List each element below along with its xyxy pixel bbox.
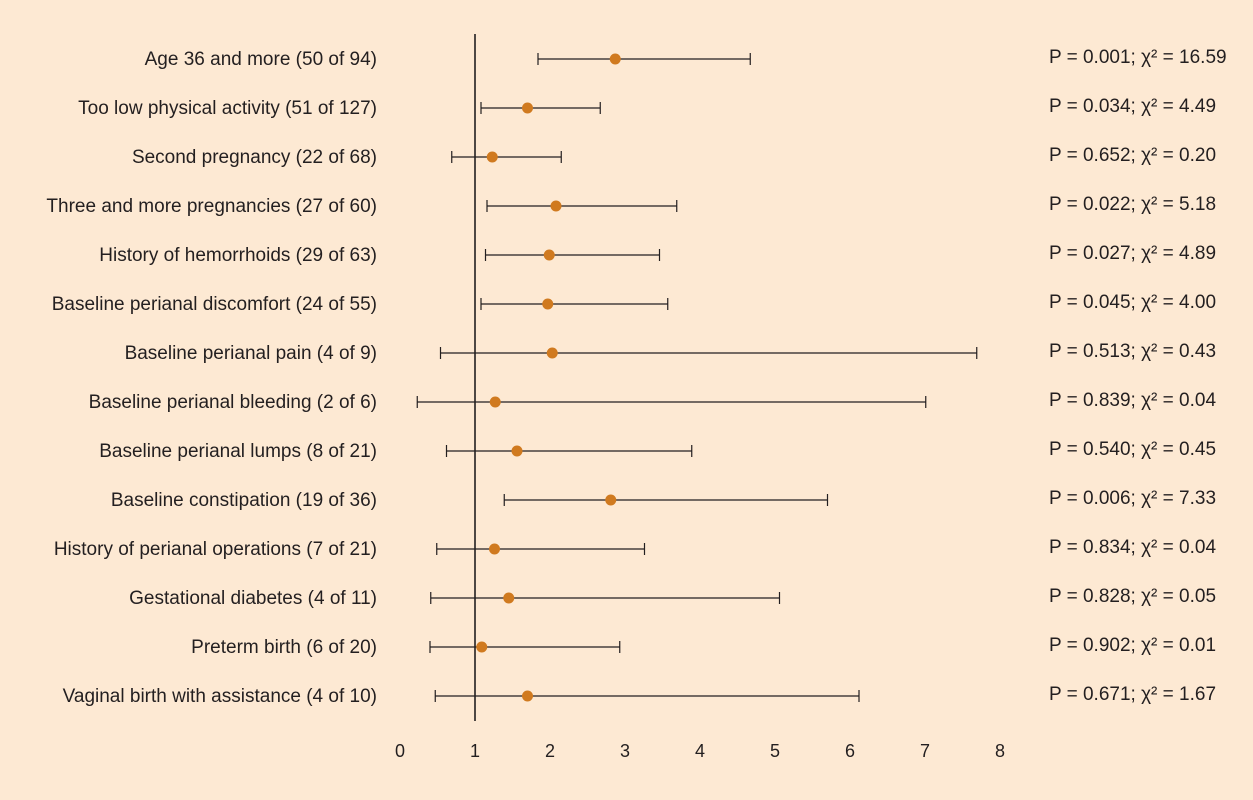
x-axis-ticks: 0 1 2 3 4 5 6 7 8 bbox=[395, 741, 1005, 761]
point-estimate bbox=[609, 53, 621, 65]
x-tick-label: 8 bbox=[995, 741, 1005, 761]
point-estimate bbox=[489, 543, 500, 555]
row-stats: P = 0.034; χ² = 4.49 bbox=[1049, 96, 1216, 117]
row-stats: P = 0.540; χ² = 0.45 bbox=[1049, 439, 1216, 460]
row-stats: P = 0.022; χ² = 5.18 bbox=[1049, 194, 1216, 215]
row-label: Baseline constipation (19 of 36) bbox=[111, 490, 377, 511]
row-stats: P = 0.652; χ² = 0.20 bbox=[1049, 145, 1216, 166]
forest-row: Second pregnancy (22 of 68) P = 0.652; χ²… bbox=[132, 145, 1216, 168]
row-label: History of hemorrhoids (29 of 63) bbox=[99, 245, 377, 266]
row-label: Three and more pregnancies (27 of 60) bbox=[46, 196, 377, 217]
forest-row: History of perianal operations (7 of 21)… bbox=[54, 537, 1217, 560]
row-label: Baseline perianal bleeding (2 of 6) bbox=[89, 392, 377, 413]
point-estimate bbox=[550, 200, 562, 212]
forest-row: Preterm birth (6 of 20) P = 0.902; χ² = 0… bbox=[191, 635, 1216, 658]
point-estimate bbox=[486, 151, 498, 163]
point-estimate bbox=[476, 641, 488, 653]
row-label: Vaginal birth with assistance (4 of 10) bbox=[63, 686, 377, 707]
row-stats: P = 0.513; χ² = 0.43 bbox=[1049, 341, 1216, 362]
point-estimate bbox=[605, 494, 617, 506]
forest-row: History of hemorrhoids (29 of 63) P = 0.0… bbox=[99, 243, 1216, 266]
x-tick-label: 1 bbox=[470, 741, 480, 761]
row-label: Second pregnancy (22 of 68) bbox=[132, 147, 377, 168]
x-tick-label: 4 bbox=[695, 741, 705, 761]
row-label: Too low physical activity (51 of 127) bbox=[78, 98, 377, 119]
row-label: Preterm birth (6 of 20) bbox=[191, 637, 377, 658]
point-estimate bbox=[542, 298, 554, 310]
forest-row: Baseline perianal lumps (8 of 21) P = 0.5… bbox=[99, 439, 1216, 462]
row-label: Baseline perianal discomfort (24 of 55) bbox=[52, 294, 377, 315]
row-stats: P = 0.006; χ² = 7.33 bbox=[1049, 488, 1216, 509]
row-label: Gestational diabetes (4 of 11) bbox=[129, 588, 377, 609]
x-tick-label: 5 bbox=[770, 741, 780, 761]
x-tick-label: 6 bbox=[845, 741, 855, 761]
point-estimate bbox=[546, 347, 558, 359]
forest-row: Age 36 and more (50 of 94) P = 0.001; χ² … bbox=[145, 47, 1227, 70]
forest-row: Three and more pregnancies (27 of 60) P =… bbox=[46, 194, 1216, 217]
row-label: Baseline perianal pain (4 of 9) bbox=[125, 343, 377, 364]
row-stats: P = 0.671; χ² = 1.67 bbox=[1049, 684, 1216, 705]
row-stats: P = 0.828; χ² = 0.05 bbox=[1049, 586, 1216, 607]
point-estimate bbox=[522, 102, 533, 114]
forest-row: Gestational diabetes (4 of 11) P = 0.828;… bbox=[129, 586, 1216, 609]
x-tick-label: 0 bbox=[395, 741, 405, 761]
point-estimate bbox=[522, 690, 533, 702]
x-tick-label: 3 bbox=[620, 741, 630, 761]
rows-layer: Age 36 and more (50 of 94) P = 0.001; χ² … bbox=[46, 47, 1226, 707]
point-estimate bbox=[511, 445, 523, 457]
row-label: Age 36 and more (50 of 94) bbox=[145, 49, 377, 70]
point-estimate bbox=[543, 249, 555, 261]
forest-row: Baseline constipation (19 of 36) P = 0.00… bbox=[111, 488, 1216, 511]
x-tick-label: 2 bbox=[545, 741, 555, 761]
forest-row: Baseline perianal pain (4 of 9) P = 0.513… bbox=[125, 341, 1216, 364]
point-estimate bbox=[503, 592, 515, 604]
row-stats: P = 0.839; χ² = 0.04 bbox=[1049, 390, 1216, 411]
row-stats: P = 0.902; χ² = 0.01 bbox=[1049, 635, 1216, 656]
point-estimate bbox=[489, 396, 501, 408]
forest-row: Too low physical activity (51 of 127) P =… bbox=[78, 96, 1216, 119]
x-tick-label: 7 bbox=[920, 741, 930, 761]
forest-row: Baseline perianal discomfort (24 of 55) P… bbox=[52, 292, 1216, 315]
row-label: History of perianal operations (7 of 21) bbox=[54, 539, 377, 560]
row-stats: P = 0.027; χ² = 4.89 bbox=[1049, 243, 1216, 264]
row-stats: P = 0.045; χ² = 4.00 bbox=[1049, 292, 1216, 313]
forest-row: Vaginal birth with assistance (4 of 10) P… bbox=[63, 684, 1216, 707]
forest-row: Baseline perianal bleeding (2 of 6) P = 0… bbox=[89, 390, 1217, 413]
row-stats: P = 0.001; χ² = 16.59 bbox=[1049, 47, 1227, 68]
row-stats: P = 0.834; χ² = 0.04 bbox=[1049, 537, 1216, 558]
row-label: Baseline perianal lumps (8 of 21) bbox=[99, 441, 377, 462]
